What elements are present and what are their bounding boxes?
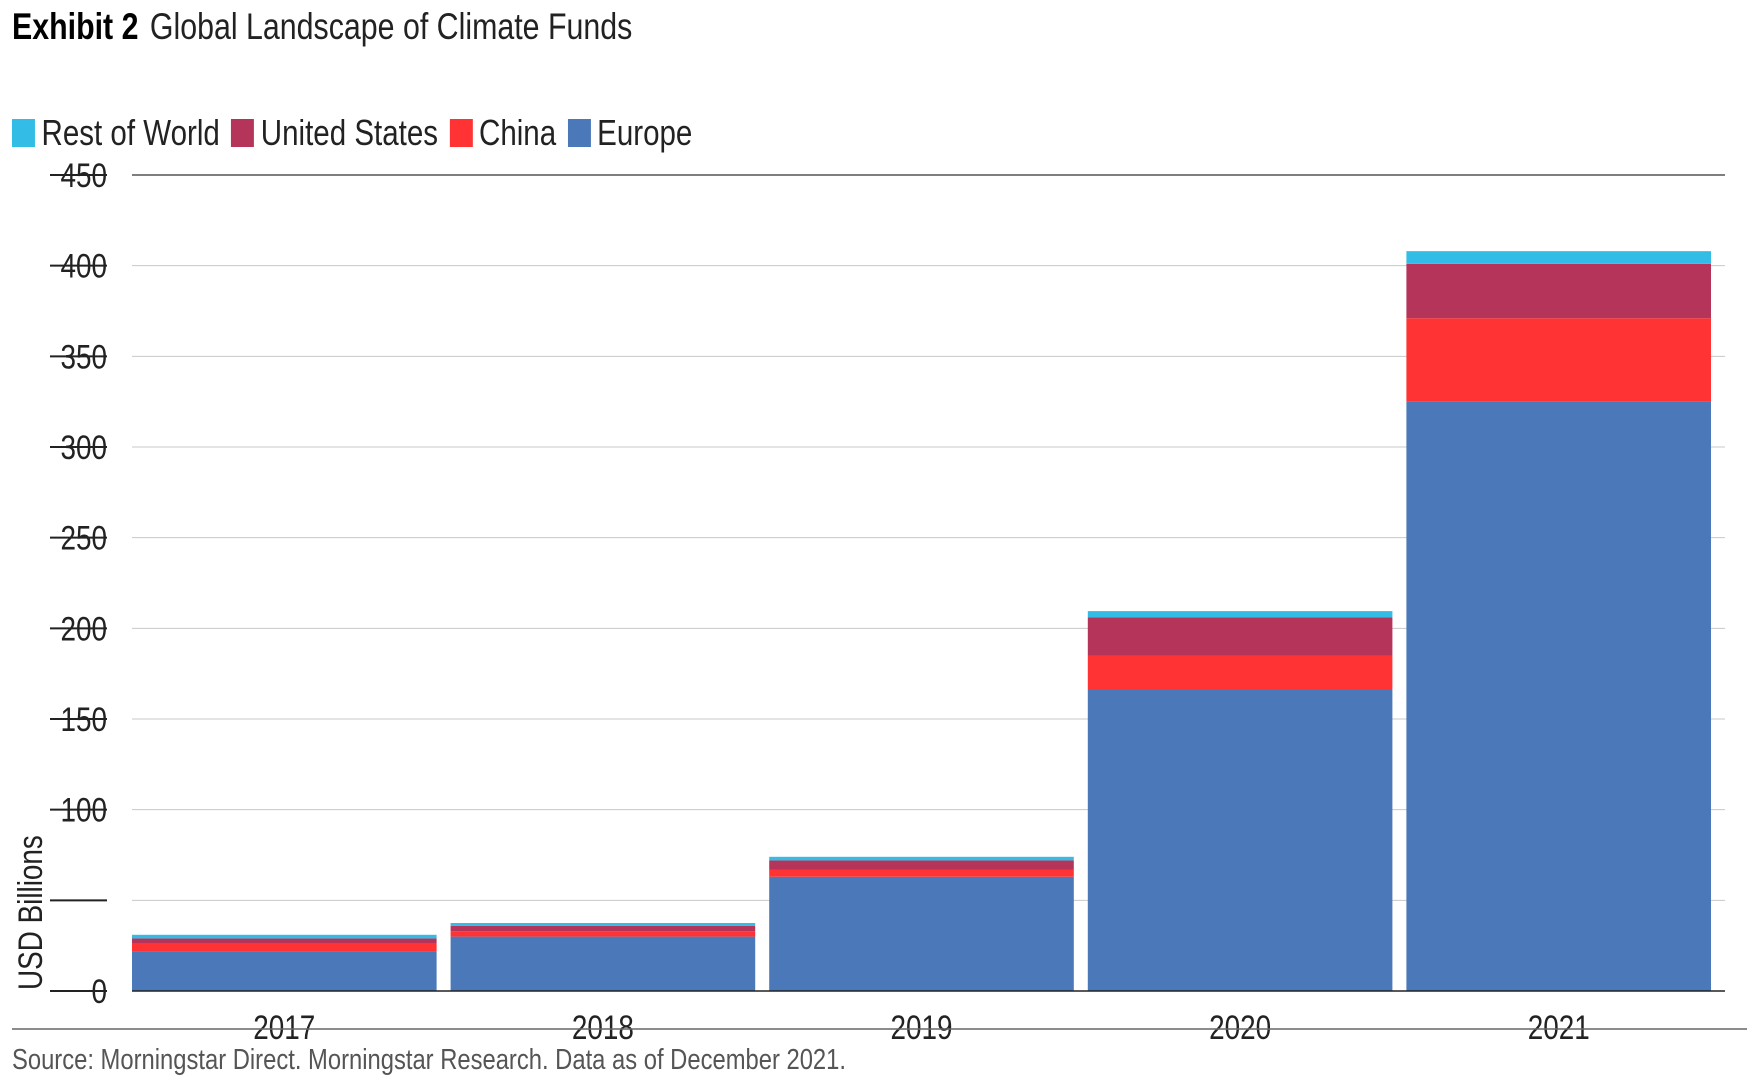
chart-title: Global Landscape of Climate Funds — [149, 6, 633, 47]
y-tick-label-400: 400 — [60, 247, 107, 285]
x-tick-label-2021: 2021 — [1528, 1008, 1590, 1040]
stacked-bar-chart: 0 100 150 200 250 300 350 400 450 2017 2018 2019 202… — [11, 156, 1747, 1040]
bar-2017-europe — [132, 951, 437, 991]
bar-2021-china — [1406, 318, 1711, 402]
legend-item-europe: Europe — [567, 112, 693, 154]
bar-2020-china — [1087, 655, 1393, 690]
legend-label-europe: Europe — [597, 112, 693, 153]
legend-label-china: China — [479, 112, 557, 153]
y-axis-title: USD Billions — [11, 835, 49, 990]
bar-2019-rest-of-world — [769, 856, 1074, 861]
legend-label-rest-of-world: Rest of World — [41, 112, 220, 153]
legend-item-china: China — [449, 112, 556, 154]
x-tick-label-2017: 2017 — [253, 1008, 315, 1040]
bar-2019-united-states — [769, 860, 1074, 870]
title-row: Exhibit 2 Global Landscape of Climate Fun… — [12, 6, 632, 48]
y-tick-label-200: 200 — [60, 610, 107, 648]
axis-layer: 0 100 150 200 250 300 350 400 450 2017 2018 2019 202… — [12, 156, 1747, 1040]
y-tick-label-0: 0 — [91, 972, 107, 1010]
bar-2021-europe — [1406, 401, 1711, 992]
x-tick-label-2018: 2018 — [572, 1008, 634, 1040]
bar-2021-rest-of-world — [1406, 251, 1711, 264]
bars-layer — [132, 251, 1711, 992]
legend-swatch-rest-of-world — [12, 119, 35, 147]
bar-2020-united-states — [1087, 617, 1393, 656]
bar-2017-rest-of-world — [132, 934, 437, 939]
bar-2019-europe — [769, 876, 1074, 991]
bar-2018-rest-of-world — [450, 923, 756, 926]
bar-2017-china — [132, 943, 437, 952]
legend-swatch-europe — [567, 119, 591, 147]
bar-2020-europe — [1087, 689, 1393, 991]
legend-swatch-united-states — [231, 119, 255, 147]
bar-2018-europe — [450, 936, 756, 991]
bar-2019-china — [769, 869, 1074, 877]
legend-swatch-china — [449, 119, 473, 147]
source-note: Source: Morningstar Direct. Morningstar … — [12, 1044, 846, 1076]
bar-2020-rest-of-world — [1087, 611, 1393, 618]
legend-item-rest-of-world: Rest of World — [12, 112, 220, 154]
bar-2017-united-states — [132, 938, 437, 944]
legend-label-united-states: United States — [260, 112, 439, 153]
y-tick-label-100: 100 — [60, 791, 107, 829]
y-tick-label-250: 250 — [60, 519, 107, 557]
bar-2018-china — [450, 931, 756, 937]
exhibit-label: Exhibit 2 — [12, 6, 139, 47]
bar-2018-united-states — [450, 925, 756, 932]
legend: Rest of World United States China Europe — [12, 112, 704, 154]
bar-2021-united-states — [1406, 263, 1711, 319]
legend-item-united-states: United States — [231, 112, 438, 154]
x-tick-label-2019: 2019 — [890, 1008, 952, 1040]
y-tick-label-150: 150 — [60, 700, 107, 738]
y-tick-label-450: 450 — [60, 156, 107, 194]
x-tick-label-2020: 2020 — [1209, 1008, 1271, 1040]
y-tick-label-300: 300 — [60, 428, 107, 466]
y-tick-label-350: 350 — [60, 338, 107, 376]
